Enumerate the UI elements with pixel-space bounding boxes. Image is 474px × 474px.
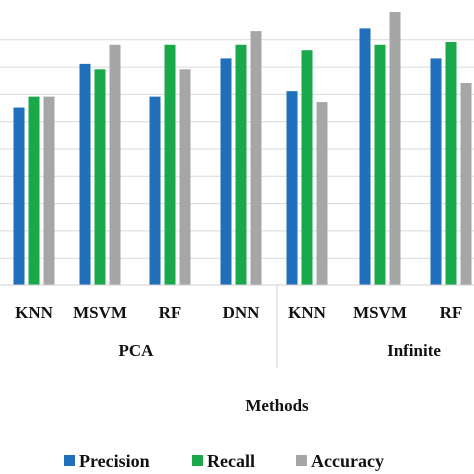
bar-recall-knn	[28, 96, 40, 285]
bar-recall-rf	[445, 42, 457, 285]
category-label: RF	[440, 303, 463, 322]
legend-swatch-accuracy	[296, 455, 307, 466]
bar-precision-msvm	[359, 28, 371, 285]
group-label: Infinite	[387, 341, 441, 360]
category-label: MSVM	[73, 303, 127, 322]
bar-accuracy-msvm	[109, 44, 121, 286]
bar-accuracy-rf	[460, 82, 472, 285]
category-label: RF	[159, 303, 182, 322]
bar-recall-dnn	[235, 44, 247, 286]
bar-precision-dnn	[220, 58, 232, 285]
category-label: MSVM	[353, 303, 407, 322]
category-label: KNN	[288, 303, 327, 322]
bar-accuracy-msvm	[389, 12, 401, 285]
category-label: KNN	[15, 303, 54, 322]
bar-precision-rf	[149, 96, 161, 285]
bars	[13, 12, 472, 286]
legend-label-accuracy: Accuracy	[311, 451, 384, 471]
group-labels: PCA Infinite	[119, 341, 442, 360]
bar-precision-knn	[286, 91, 298, 285]
bar-accuracy-knn	[43, 96, 55, 285]
legend-swatch-precision	[64, 455, 75, 466]
category-label: DNN	[223, 303, 261, 322]
bar-recall-msvm	[94, 69, 106, 285]
legend-label-precision: Precision	[79, 451, 150, 471]
category-labels: KNN MSVM RF DNN KNN MSVM RF	[15, 303, 462, 322]
bar-accuracy-dnn	[250, 31, 262, 285]
bar-accuracy-rf	[179, 69, 191, 285]
x-axis-title: Methods	[245, 396, 309, 415]
group-label: PCA	[119, 341, 155, 360]
bar-recall-knn	[301, 50, 313, 285]
bar-recall-rf	[164, 44, 176, 286]
legend-swatch-recall	[192, 455, 203, 466]
bar-precision-rf	[430, 58, 442, 285]
bar-precision-knn	[13, 107, 25, 285]
bar-accuracy-knn	[316, 102, 328, 285]
legend: Precision Recall Accuracy	[64, 451, 384, 471]
legend-label-recall: Recall	[207, 451, 255, 471]
bar-recall-msvm	[374, 44, 386, 286]
bar-precision-msvm	[79, 63, 91, 286]
